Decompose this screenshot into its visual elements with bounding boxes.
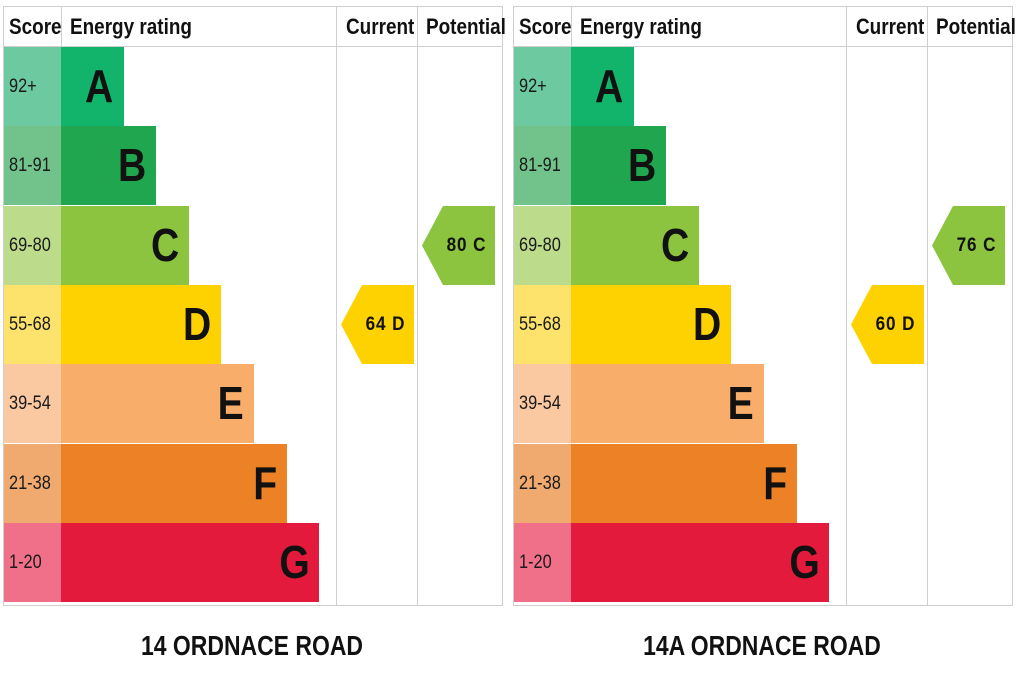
potential-rating-arrow-shape [932, 205, 1005, 285]
score-cell-a: 92+ [514, 47, 571, 126]
score-header: Score [9, 14, 62, 39]
score-header: Score [519, 14, 572, 39]
rating-band-a: A [571, 47, 634, 126]
score-cell-g: 1-20 [514, 522, 571, 602]
rating-letter: F [252, 456, 277, 509]
potential-rating-arrow-shape [422, 205, 495, 285]
score-cell-b: 81-91 [514, 126, 571, 206]
score-cell-b: 81-91 [4, 126, 61, 206]
potential-rating-arrow-polygon [422, 205, 495, 285]
score-range-label: 39-54 [519, 393, 561, 415]
score-range-label: 69-80 [519, 234, 561, 256]
rating-band-f: F [61, 443, 287, 523]
property-caption-right: 14A ORDNACE ROAD [643, 630, 881, 661]
score-range-label: 81-91 [519, 155, 561, 177]
epc-header: Score Energy rating Current Potential [4, 7, 506, 47]
current-rating-arrow: 60 D [851, 284, 924, 364]
column-divider [571, 7, 572, 47]
rating-letter: G [278, 535, 310, 588]
column-divider [417, 7, 418, 605]
epc-chart-right: Score Energy rating Current Potential 92+ A 81… [513, 6, 1016, 606]
rating-letter: F [762, 456, 787, 509]
current-rating-arrow-label: 60 D [875, 313, 916, 335]
rating-letter: E [728, 377, 755, 430]
rating-letter: D [693, 297, 722, 350]
energy-rating-header: Energy rating [580, 14, 702, 39]
score-cell-d: 55-68 [4, 284, 61, 364]
current-header: Current [346, 14, 415, 39]
score-range-label: 21-38 [519, 472, 561, 494]
rating-letter: C [150, 218, 179, 271]
score-range-label: 1-20 [519, 551, 552, 573]
rating-band-g: G [61, 522, 320, 602]
column-divider [846, 7, 847, 605]
potential-rating-arrow-label: 80 C [446, 234, 487, 256]
rating-letter: B [627, 139, 657, 192]
current-rating-arrow-label: 64 D [365, 313, 406, 335]
property-caption-left: 14 ORDNACE ROAD [141, 630, 363, 661]
score-range-label: 81-91 [9, 155, 51, 177]
rating-band-f: F [571, 443, 797, 523]
current-rating-arrow-polygon [341, 284, 414, 364]
potential-header: Potential [936, 14, 1016, 39]
potential-header: Potential [426, 14, 506, 39]
score-cell-d: 55-68 [514, 284, 571, 364]
rating-letter: E [218, 377, 245, 430]
score-cell-f: 21-38 [514, 443, 571, 523]
score-range-label: 39-54 [9, 393, 51, 415]
score-range-label: 1-20 [9, 551, 42, 573]
score-cell-e: 39-54 [4, 364, 61, 444]
score-cell-c: 69-80 [514, 205, 571, 285]
rating-letter: G [788, 535, 820, 588]
score-range-label: 69-80 [9, 234, 51, 256]
rating-band-c: C [61, 205, 189, 285]
column-divider [336, 7, 337, 605]
score-range-label: 55-68 [9, 313, 51, 335]
rating-band-g: G [571, 522, 830, 602]
score-range-label: 55-68 [519, 313, 561, 335]
rating-letter: A [595, 60, 624, 112]
score-cell-e: 39-54 [514, 364, 571, 444]
rating-band-e: E [61, 364, 255, 444]
potential-rating-arrow: 80 C [422, 205, 495, 285]
score-cell-a: 92+ [4, 47, 61, 126]
rating-letter: A [85, 60, 114, 112]
column-divider [61, 7, 62, 47]
current-rating-arrow: 64 D [341, 284, 414, 364]
rating-band-a: A [61, 47, 124, 126]
rating-band-d: D [571, 284, 732, 364]
potential-rating-arrow: 76 C [932, 205, 1005, 285]
rating-letter: B [117, 139, 147, 192]
epc-header: Score Energy rating Current Potential [514, 7, 1016, 47]
rating-band-c: C [571, 205, 699, 285]
rating-letter: D [183, 297, 212, 350]
energy-rating-header: Energy rating [70, 14, 192, 39]
score-range-label: 92+ [9, 76, 37, 97]
score-range-label: 21-38 [9, 472, 51, 494]
potential-rating-arrow-label: 76 C [956, 234, 997, 256]
rating-band-b: B [571, 126, 667, 206]
current-rating-arrow-shape [851, 284, 924, 364]
rating-band-b: B [61, 126, 157, 206]
column-divider [927, 7, 928, 605]
rating-band-d: D [61, 284, 222, 364]
score-range-label: 92+ [519, 76, 547, 97]
epc-chart-left: Score Energy rating Current Potential 92+ A 81… [3, 6, 506, 606]
score-cell-g: 1-20 [4, 522, 61, 602]
rating-band-e: E [571, 364, 765, 444]
current-rating-arrow-shape [341, 284, 414, 364]
current-header: Current [856, 14, 925, 39]
score-cell-f: 21-38 [4, 443, 61, 523]
score-cell-c: 69-80 [4, 205, 61, 285]
current-rating-arrow-polygon [851, 284, 924, 364]
rating-letter: C [660, 218, 689, 271]
potential-rating-arrow-polygon [932, 205, 1005, 285]
